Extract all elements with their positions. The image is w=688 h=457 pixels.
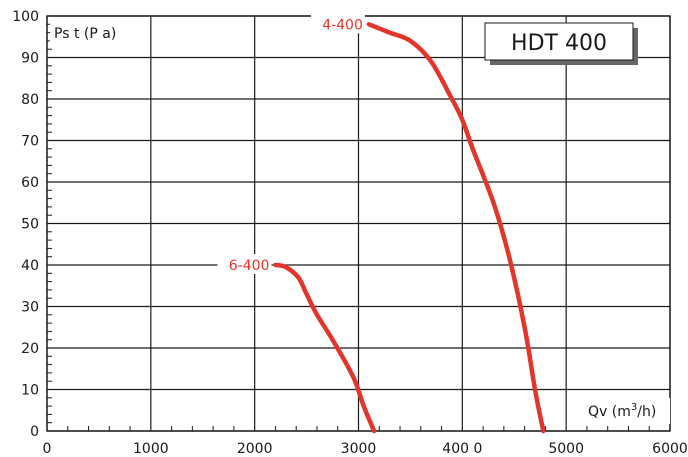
y-axis-label: Ps t (P a)	[54, 26, 116, 42]
x-axis-label-suffix: /h)	[637, 404, 656, 420]
y-axis-label-background	[50, 22, 124, 44]
y-tick-label: 90	[21, 51, 39, 67]
x-axis-label-prefix: Qv (m	[588, 404, 631, 420]
series-label-background	[217, 254, 272, 274]
grid	[46, 15, 671, 432]
y-tick-label: 20	[21, 341, 39, 357]
series-label: 6-400	[229, 258, 270, 274]
y-tick-label: 70	[21, 134, 39, 150]
chart-title: HDT 400	[511, 31, 607, 56]
y-tick-label: 100	[12, 9, 39, 25]
x-tick-label: 5000	[548, 441, 584, 457]
series-line	[273, 262, 377, 434]
x-axis-label-background	[582, 398, 670, 424]
curves: 4-400 6-400	[217, 13, 546, 434]
minor-ticks	[47, 23, 650, 431]
y-tick-label: 10	[21, 383, 39, 399]
series-label-background	[310, 13, 365, 34]
x-tick-label: 6000	[652, 441, 688, 457]
x-tick-label: 400 0	[442, 441, 482, 457]
x-axis-label: Qv (m3/h)	[588, 402, 656, 420]
series-label: 4-400	[322, 17, 363, 33]
y-tick-label: 60	[21, 175, 39, 191]
x-tick-labels: 0 1000 2000 3000 400 0 5000 6000	[43, 441, 688, 457]
y-tick-label: 80	[21, 92, 39, 108]
series-line	[366, 22, 546, 434]
y-tick-label: 50	[21, 217, 39, 233]
x-tick-label: 3000	[341, 441, 377, 457]
x-tick-label: 2000	[237, 441, 273, 457]
y-tick-label: 0	[30, 424, 39, 440]
x-tick-label: 1000	[133, 441, 169, 457]
y-tick-labels: 0 10 20 30 40 50 60 70 80 90 100	[12, 9, 39, 440]
x-tick-label: 0	[43, 441, 52, 457]
title-box	[484, 22, 634, 61]
y-tick-label: 30	[21, 300, 39, 316]
y-tick-label: 40	[21, 258, 39, 274]
x-axis-label-superscript: 3	[631, 402, 637, 413]
